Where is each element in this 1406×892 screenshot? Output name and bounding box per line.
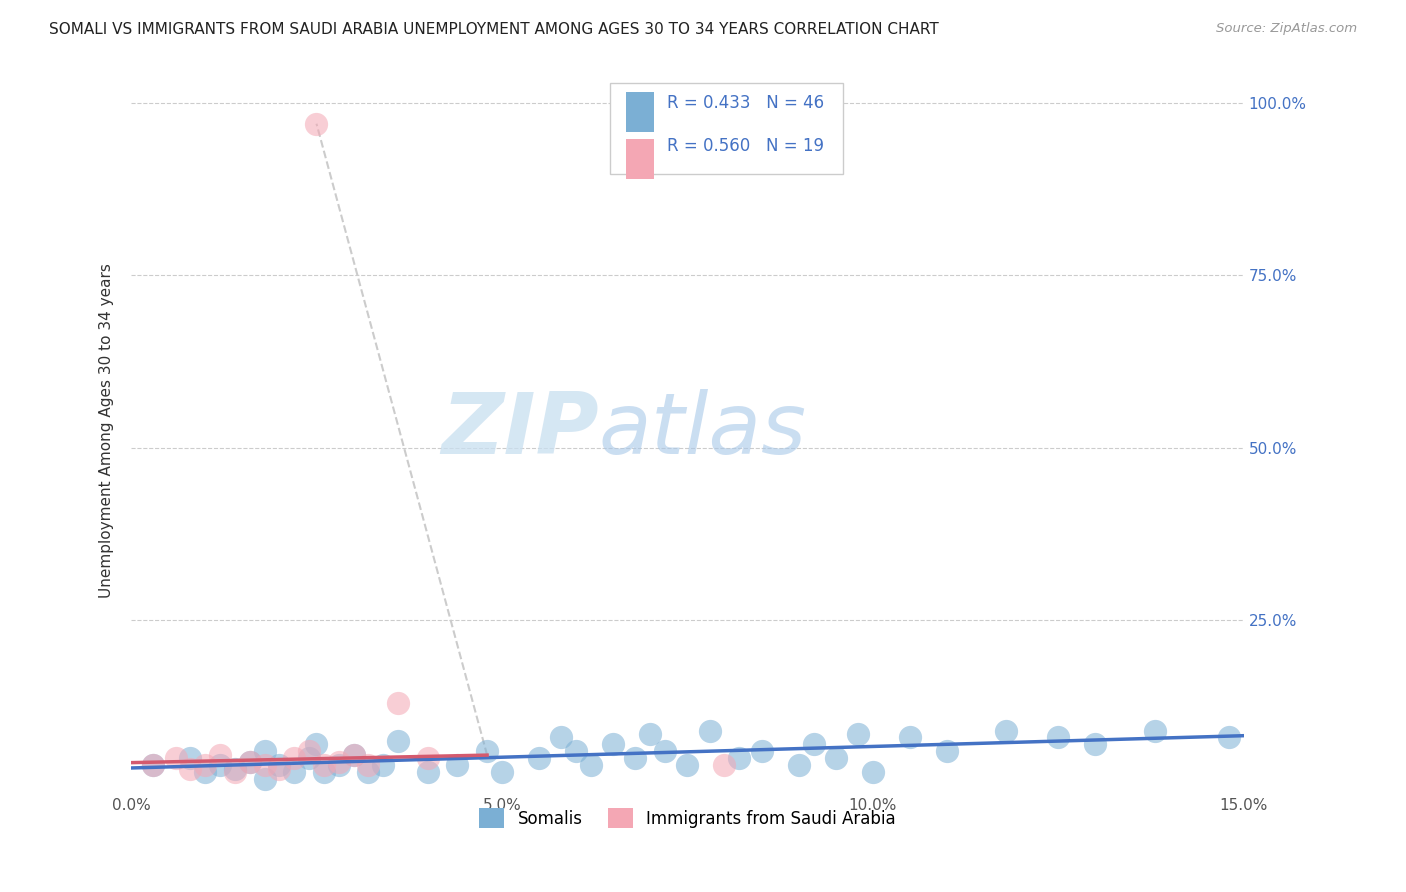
Point [165,751,187,765]
Point [676,758,699,772]
Point [728,751,751,765]
Point [579,758,602,772]
Point [1047,731,1070,745]
Point [253,772,276,786]
Point [298,744,321,758]
Point [305,117,328,131]
Point [373,758,395,772]
Legend: Somalis, Immigrants from Saudi Arabia: Somalis, Immigrants from Saudi Arabia [472,801,903,835]
Point [713,758,735,772]
Point [602,738,624,752]
Point [312,764,335,779]
Point [342,747,364,762]
Text: ZIP: ZIP [440,389,599,472]
Point [1143,723,1166,738]
Point [179,751,201,765]
Point [387,696,409,710]
Point [269,758,291,772]
Point [699,723,721,738]
Point [179,762,201,776]
Point [803,738,825,752]
Point [846,727,869,741]
Bar [626,93,654,132]
Text: R = 0.433   N = 46: R = 0.433 N = 46 [668,94,824,112]
Point [328,755,350,769]
Point [527,751,550,765]
Point [475,744,498,758]
Point [312,758,335,772]
Text: Source: ZipAtlas.com: Source: ZipAtlas.com [1216,22,1357,36]
Text: R = 0.560   N = 19: R = 0.560 N = 19 [668,137,824,155]
Point [283,764,305,779]
Point [224,762,246,776]
Point [283,751,305,765]
Point [751,744,773,758]
Point [142,758,165,772]
Point [305,738,328,752]
Point [357,764,380,779]
Point [253,758,276,772]
Point [1218,731,1240,745]
Text: SOMALI VS IMMIGRANTS FROM SAUDI ARABIA UNEMPLOYMENT AMONG AGES 30 TO 34 YEARS CO: SOMALI VS IMMIGRANTS FROM SAUDI ARABIA U… [49,22,939,37]
Point [565,744,588,758]
Point [824,751,846,765]
Point [194,758,217,772]
Point [550,731,572,745]
Point [640,727,662,741]
Point [239,755,262,769]
Point [416,751,439,765]
Point [654,744,676,758]
Point [1084,738,1107,752]
Point [491,764,513,779]
Point [209,747,232,762]
Point [239,755,262,769]
Point [342,747,364,762]
Point [936,744,959,758]
Point [209,758,232,772]
Point [898,731,921,745]
Y-axis label: Unemployment Among Ages 30 to 34 years: Unemployment Among Ages 30 to 34 years [100,263,114,598]
Point [253,744,276,758]
Point [862,764,884,779]
FancyBboxPatch shape [610,83,844,174]
Point [298,751,321,765]
Point [995,723,1018,738]
Point [357,758,380,772]
Point [387,734,409,748]
Point [624,751,647,765]
Point [194,764,217,779]
Point [416,764,439,779]
Point [224,764,246,779]
Point [787,758,810,772]
Point [446,758,468,772]
Bar [626,139,654,179]
Point [269,762,291,776]
Text: atlas: atlas [599,389,807,472]
Point [142,758,165,772]
Point [328,758,350,772]
